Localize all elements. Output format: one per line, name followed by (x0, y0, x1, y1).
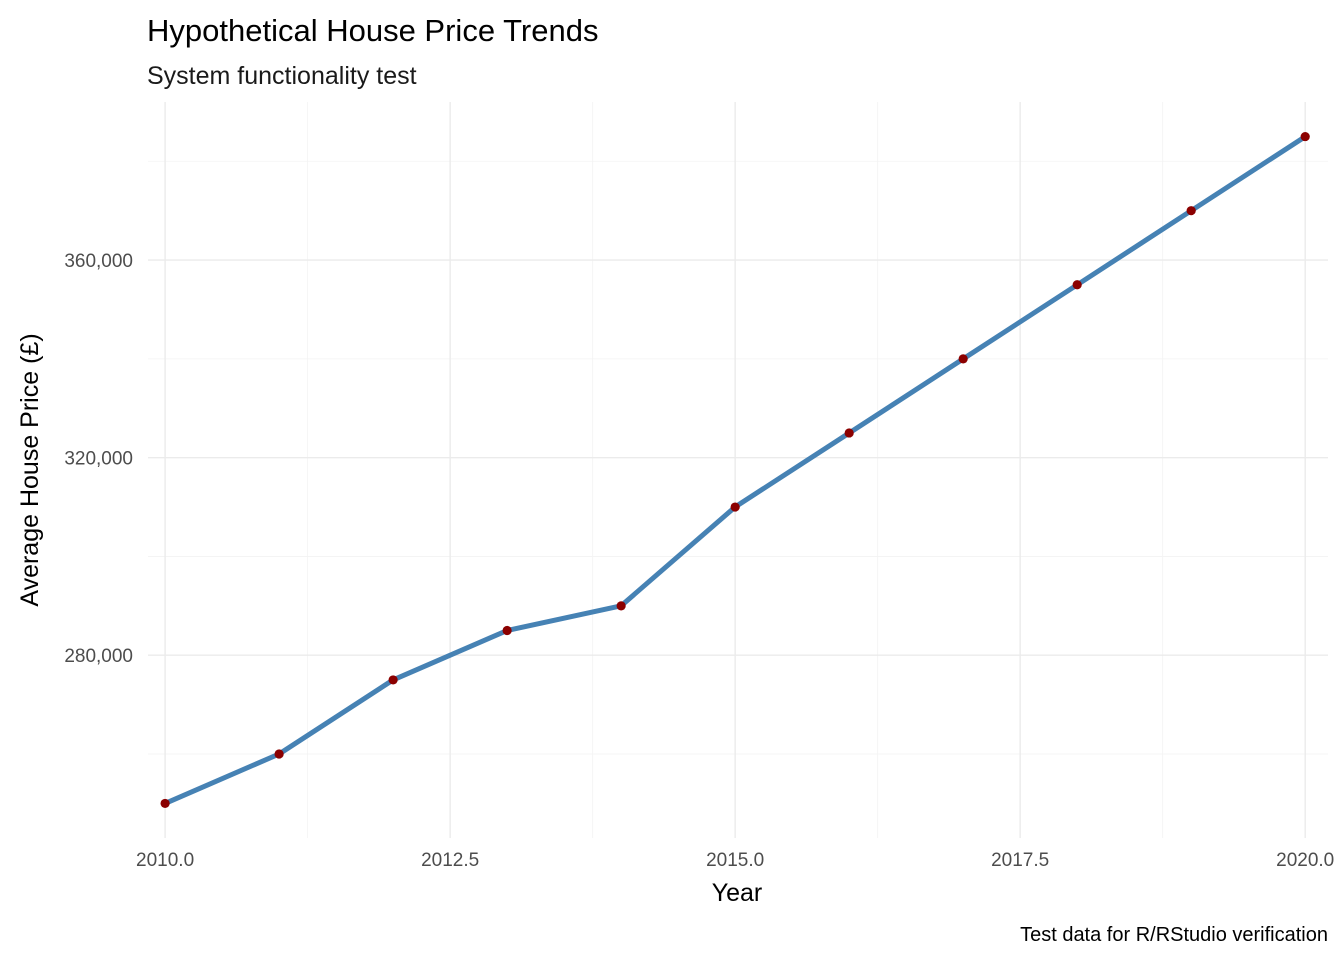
data-point-2015 (730, 502, 740, 512)
x-tick-label: 2017.5 (991, 850, 1049, 871)
data-point-2019 (1186, 206, 1196, 216)
data-point-2016 (844, 428, 854, 438)
y-axis-title: Average House Price (£) (16, 333, 44, 606)
data-point-2020 (1300, 131, 1310, 142)
data-point-2012 (388, 675, 398, 685)
x-axis-title: Year (712, 879, 763, 907)
x-tick-label: 2010.0 (136, 850, 194, 871)
data-point-2018 (1072, 280, 1082, 290)
x-tick-label: 2020.0 (1276, 850, 1334, 871)
x-axis-tick-labels: 2010.0 2012.5 2015.0 2017.5 2020.0 (136, 850, 1334, 871)
y-tick-label: 280,000 (64, 646, 133, 667)
chart-caption: Test data for R/RStudio verification (1020, 924, 1328, 946)
data-point-2013 (502, 625, 512, 636)
grid (148, 102, 1328, 838)
chart-subtitle: System functionality test (147, 62, 417, 90)
chart-title: Hypothetical House Price Trends (147, 13, 598, 48)
data-point-2010 (160, 798, 170, 809)
data-point-2017 (958, 354, 968, 364)
y-tick-label: 360,000 (64, 251, 133, 272)
y-axis-tick-labels: 280,000 320,000 360,000 (64, 251, 133, 667)
y-tick-label: 320,000 (64, 449, 133, 470)
data-point-2014 (616, 601, 626, 611)
data-points (160, 131, 1310, 809)
data-point-2011 (274, 749, 284, 759)
x-tick-label: 2012.5 (421, 850, 479, 871)
x-tick-label: 2015.0 (706, 850, 764, 871)
